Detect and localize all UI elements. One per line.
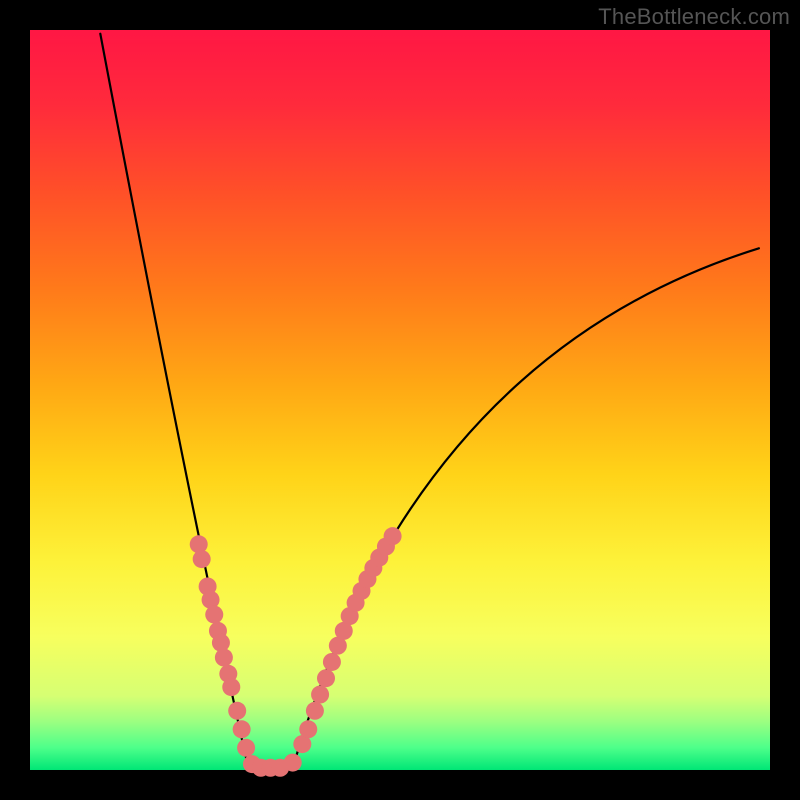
data-marker [190,535,208,553]
bottleneck-chart [0,0,800,800]
data-marker [237,739,255,757]
watermark-text: TheBottleneck.com [598,4,790,30]
data-marker [384,527,402,545]
data-marker [311,686,329,704]
figure-container: TheBottleneck.com [0,0,800,800]
data-marker [306,702,324,720]
data-marker [299,720,317,738]
data-marker [233,720,251,738]
data-marker [215,649,233,667]
gradient-background [30,30,770,770]
data-marker [212,634,230,652]
data-marker [284,754,302,772]
data-marker [205,606,223,624]
data-marker [317,669,335,687]
data-marker [222,678,240,696]
data-marker [193,550,211,568]
data-marker [228,702,246,720]
data-marker [323,653,341,671]
